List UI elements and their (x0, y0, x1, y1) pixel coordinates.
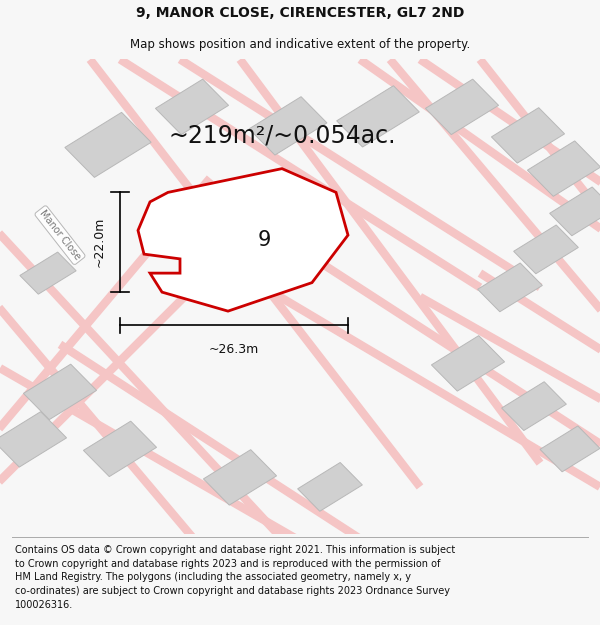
Polygon shape (249, 97, 327, 155)
Text: 9: 9 (257, 230, 271, 250)
Polygon shape (138, 169, 348, 311)
Polygon shape (20, 252, 76, 294)
Polygon shape (23, 364, 97, 419)
Text: 9, MANOR CLOSE, CIRENCESTER, GL7 2ND: 9, MANOR CLOSE, CIRENCESTER, GL7 2ND (136, 6, 464, 20)
Polygon shape (0, 412, 67, 467)
Polygon shape (425, 79, 499, 134)
Polygon shape (431, 336, 505, 391)
Polygon shape (514, 225, 578, 274)
Polygon shape (65, 112, 151, 178)
Polygon shape (478, 263, 542, 312)
Polygon shape (491, 107, 565, 163)
Text: Contains OS data © Crown copyright and database right 2021. This information is : Contains OS data © Crown copyright and d… (15, 545, 455, 609)
Polygon shape (155, 79, 229, 134)
Text: Map shows position and indicative extent of the property.: Map shows position and indicative extent… (130, 38, 470, 51)
Text: ~22.0m: ~22.0m (92, 217, 106, 268)
Polygon shape (527, 141, 600, 196)
Polygon shape (298, 462, 362, 511)
Polygon shape (337, 86, 419, 147)
Polygon shape (540, 426, 600, 472)
Polygon shape (203, 449, 277, 505)
Text: Manor Close: Manor Close (38, 208, 82, 262)
Polygon shape (550, 187, 600, 236)
Text: ~26.3m: ~26.3m (209, 342, 259, 356)
Polygon shape (502, 382, 566, 431)
Polygon shape (83, 421, 157, 477)
Text: ~219m²/~0.054ac.: ~219m²/~0.054ac. (168, 123, 396, 148)
